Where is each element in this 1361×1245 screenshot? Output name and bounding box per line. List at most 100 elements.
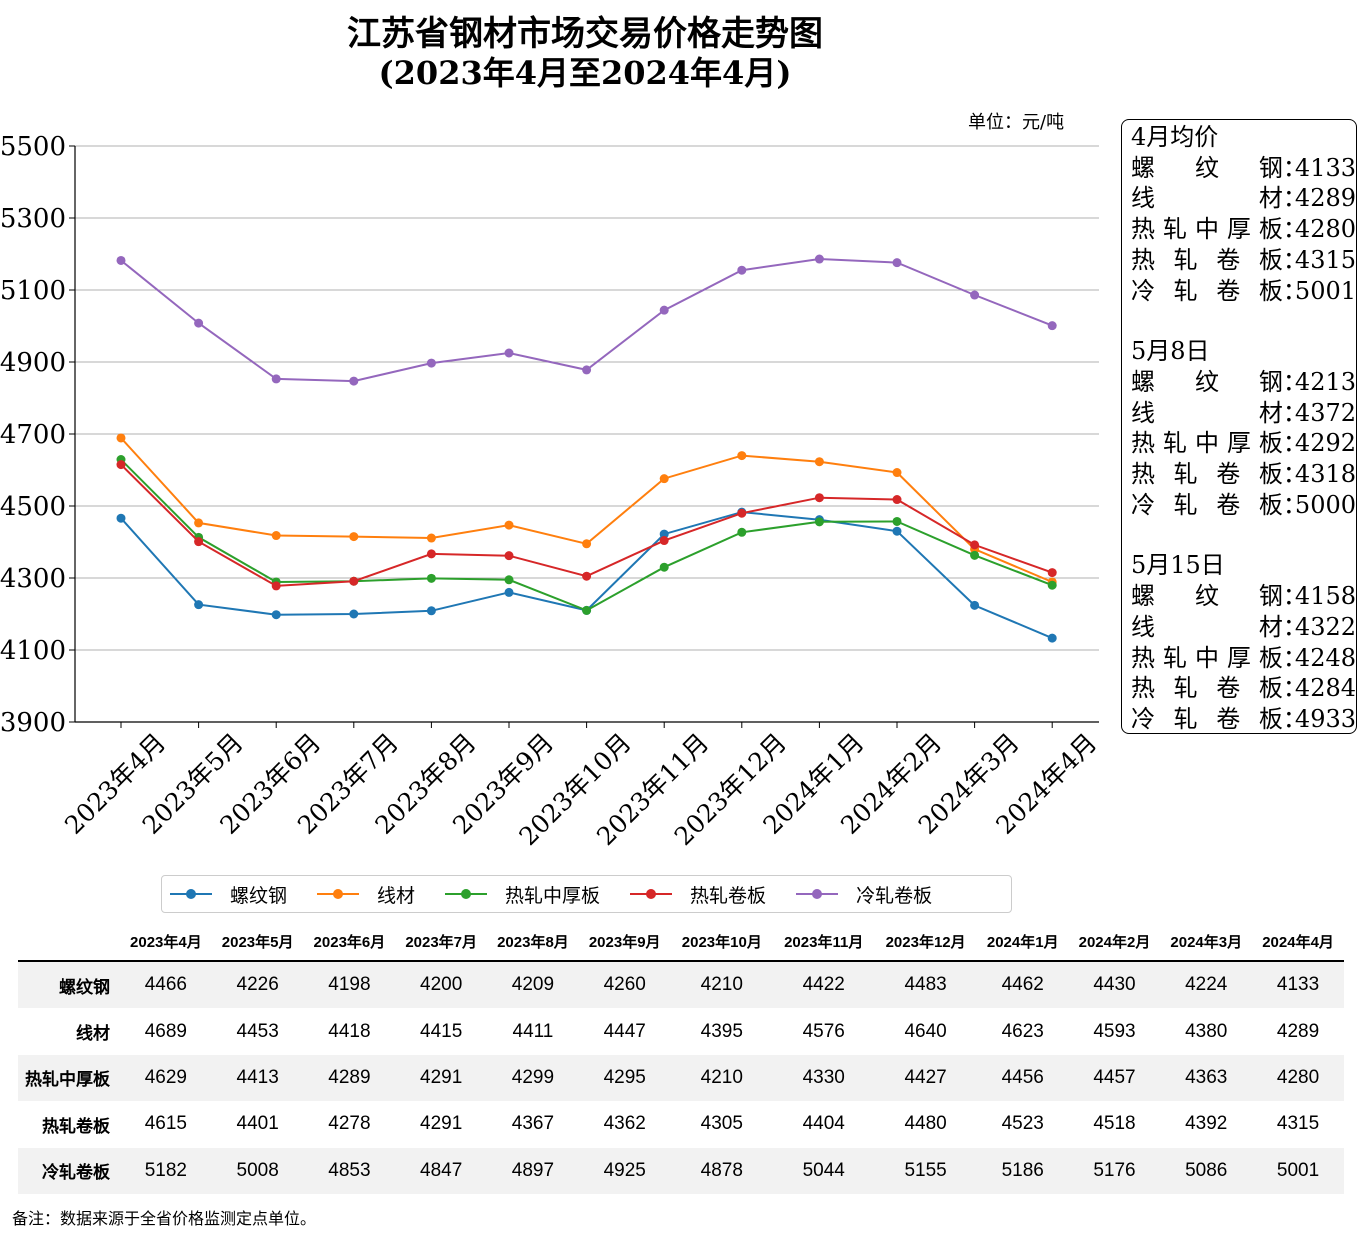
table-cell: 5176	[1068, 1147, 1161, 1194]
info-row: 螺纹钢： 4158	[1131, 582, 1356, 611]
data-point	[737, 508, 747, 518]
table-cell: 4291	[395, 1054, 488, 1102]
y-tick-label: 5100	[0, 276, 66, 306]
data-point	[271, 374, 281, 384]
info-price-value: 5000	[1294, 490, 1356, 519]
data-point	[970, 540, 980, 550]
table-cell: 4615	[144, 1113, 188, 1135]
data-point	[349, 576, 359, 586]
y-tick-label: 4300	[0, 564, 66, 594]
data-point	[349, 532, 359, 542]
table-cell: 4289	[1276, 1020, 1320, 1042]
legend-label: 热轧卷板	[690, 884, 767, 907]
table-cell: 4593	[1093, 1020, 1136, 1042]
table-header-cell: 2023年5月	[211, 922, 304, 962]
table-cell: 4462	[976, 961, 1069, 1009]
table-row-header: 螺纹钢	[18, 961, 120, 1009]
table-header-cell: 2023年4月	[120, 922, 212, 962]
data-point	[892, 258, 902, 268]
table-header-cell: 2023年6月	[303, 922, 396, 962]
legend-marker	[445, 887, 488, 901]
unit-label: 单位：元/吨	[968, 112, 1065, 133]
table-header-cell: 2024年2月	[1068, 922, 1161, 962]
legend-marker	[630, 887, 673, 901]
table-cell: 4226	[211, 961, 304, 1009]
info-row: 热轧卷板： 4315	[1131, 245, 1356, 274]
info-row: 螺纹钢： 4213	[1131, 367, 1356, 396]
data-point	[892, 495, 902, 505]
y-tick-label: 4900	[0, 348, 66, 378]
table-cell: 4299	[487, 1054, 579, 1102]
table-cell: 4623	[1001, 1020, 1044, 1042]
data-point	[1047, 321, 1057, 331]
chart-title: 江苏省钢材市场交易价格走势图	[347, 14, 823, 54]
info-product-name: 热轧中厚板	[1131, 429, 1283, 458]
data-point	[426, 573, 436, 583]
table-cell: 4853	[303, 1147, 396, 1194]
y-tick-label: 4500	[0, 492, 66, 522]
data-point	[582, 539, 592, 549]
info-row: 热轧中厚板： 4248	[1131, 643, 1356, 672]
info-product-name: 冷轧卷板	[1131, 490, 1283, 519]
info-row: 冷轧卷板： 5000	[1131, 490, 1356, 519]
data-point	[504, 575, 514, 585]
data-point	[659, 536, 669, 546]
info-row: 热轧卷板： 4318	[1131, 460, 1356, 489]
legend-item: 热轧中厚板	[445, 881, 600, 908]
legend-item: 线材	[317, 881, 415, 908]
data-point	[426, 533, 436, 543]
table-cell: 4291	[420, 1113, 463, 1135]
table-cell: 4689	[144, 1020, 188, 1042]
table-cell: 4413	[211, 1054, 304, 1102]
data-point	[426, 549, 436, 559]
table-cell: 4411	[512, 1020, 554, 1042]
table-corner	[18, 922, 120, 962]
table-cell: 4362	[603, 1113, 646, 1135]
table-cell: 4518	[1093, 1113, 1136, 1135]
table-header-cell: 2023年9月	[578, 922, 671, 962]
footnote: 备注：数据来源于全省价格监测定点单位。	[12, 1209, 317, 1228]
table-cell: 4640	[904, 1020, 947, 1042]
table-cell: 4847	[395, 1147, 488, 1194]
info-price-value: 4315	[1294, 245, 1356, 274]
legend-marker	[796, 887, 839, 901]
y-tick-label: 3900	[0, 708, 66, 738]
table-cell: 4629	[120, 1054, 212, 1102]
table-cell: 4401	[236, 1113, 279, 1135]
info-price-value: 4372	[1294, 398, 1356, 427]
table-cell: 4380	[1185, 1020, 1228, 1042]
data-point	[194, 600, 204, 610]
data-point	[1047, 580, 1057, 590]
info-product-name: 热轧卷板	[1131, 460, 1283, 489]
table-cell: 5155	[874, 1147, 977, 1194]
table-cell: 4480	[904, 1113, 947, 1135]
info-product-name: 热轧卷板	[1131, 245, 1283, 274]
info-heading: 5月8日	[1131, 337, 1210, 366]
legend-label: 线材	[377, 884, 416, 907]
table-cell: 4295	[578, 1054, 671, 1102]
data-point	[349, 609, 359, 619]
line-chart: 3900410043004500470049005100530055002023…	[0, 132, 1102, 851]
table-row: 线材 4689 4453 4418 4415 4411 4447 4395 4576 4640 46…	[18, 1008, 1344, 1054]
table-cell: 4466	[120, 961, 212, 1009]
table-cell: 4315	[1276, 1113, 1320, 1135]
table-cell: 4523	[1001, 1113, 1044, 1135]
series-line	[120, 437, 1053, 583]
table-cell: 4457	[1068, 1054, 1161, 1102]
data-point	[892, 468, 902, 478]
data-point	[814, 517, 824, 527]
table-cell: 4404	[802, 1113, 845, 1135]
info-row: 螺纹钢： 4133	[1131, 153, 1356, 182]
price-info-box: 4月均价螺纹钢： 4133 线材： 4289 热轧中厚板： 4280 热轧卷板： 4315 冷轧…	[1121, 119, 1357, 734]
data-point	[659, 474, 669, 484]
data-point	[271, 581, 281, 591]
table-cell: 4200	[395, 961, 488, 1009]
legend-item: 冷轧卷板	[796, 881, 932, 908]
info-row: 热轧中厚板： 4292	[1131, 429, 1356, 458]
data-point	[892, 516, 902, 526]
info-product-name: 热轧中厚板	[1131, 643, 1283, 672]
table-cell: 4453	[236, 1020, 279, 1042]
table-cell: 4210	[670, 961, 774, 1009]
data-point	[970, 600, 980, 610]
data-point	[1047, 633, 1057, 643]
